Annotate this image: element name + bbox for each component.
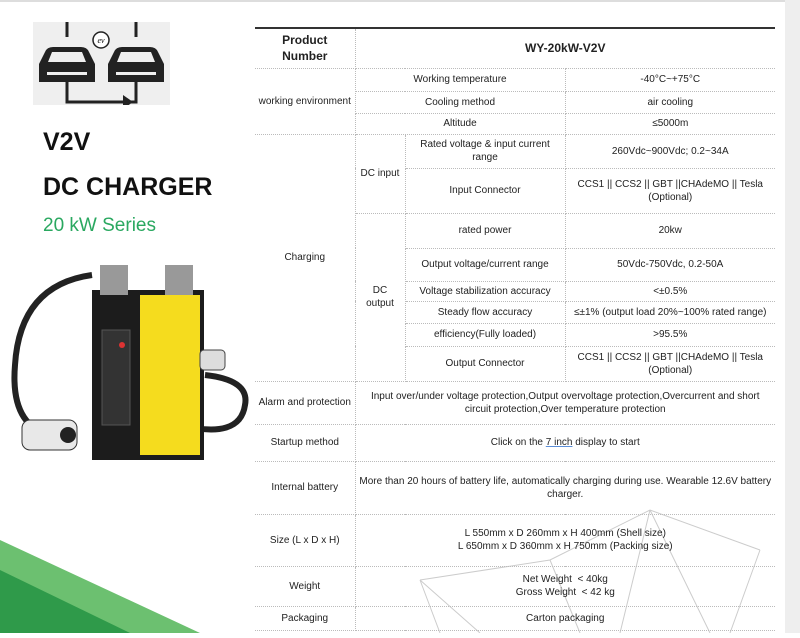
- series-label: 20 kW Series: [43, 215, 156, 236]
- param-value: 50Vdc-750Vdc, 0.2-50A: [564, 247, 775, 282]
- table-row: Charging DC input Rated voltage & input …: [255, 133, 775, 382]
- param-label: Altitude: [355, 112, 566, 135]
- param-value: ≤5000m: [564, 112, 775, 135]
- svg-text:ev: ev: [97, 36, 105, 45]
- gross-weight: Gross Weight < 42 kg: [515, 587, 615, 598]
- net-weight: Net Weight < 40kg: [522, 574, 608, 585]
- param-value: >95.5%: [564, 322, 775, 347]
- table-row: Input Connector CCS1 || CCS2 || GBT ||CH…: [255, 167, 775, 214]
- charger-product-image: [0, 255, 260, 475]
- title-dc-charger: DC CHARGER: [43, 173, 213, 201]
- packaging-value: Carton packaging: [354, 605, 775, 631]
- size-label: Size (L x D x H): [255, 513, 356, 567]
- packing-size: L 650mm x D 360mm x H 750mm (Packing siz…: [457, 541, 673, 552]
- spec-table: Product Number WY-20kW-V2V working envir…: [255, 27, 775, 631]
- table-row: Output Connector CCS1 || CCS2 || GBT ||C…: [255, 345, 775, 382]
- packaging-label: Packaging: [255, 605, 356, 631]
- working-environment-label: working environment: [255, 67, 356, 135]
- title-v2v: V2V: [43, 128, 91, 156]
- seven-inch-link[interactable]: 7 inch: [545, 437, 573, 448]
- table-row: Size (L x D x H) L 550mm x D 260mm x H 4…: [255, 513, 775, 567]
- dc-input-label: DC input: [354, 133, 406, 214]
- top-divider: [0, 0, 800, 2]
- battery-label: Internal battery: [255, 460, 356, 515]
- table-row: Weight Net Weight < 40kg Gross Weight < 4…: [255, 565, 775, 607]
- param-label: Output Connector: [405, 345, 566, 382]
- table-row: Product Number WY-20kW-V2V: [255, 27, 775, 69]
- weight-value: Net Weight < 40kg Gross Weight < 42 kg: [354, 565, 775, 607]
- param-label: Steady flow accuracy: [405, 300, 566, 324]
- param-label: Working temperature: [354, 67, 566, 92]
- table-row: Startup method Click on the 7 inch displ…: [255, 423, 775, 462]
- alarm-value: Input over/under voltage protection,Outp…: [354, 380, 775, 425]
- param-label: Output voltage/current range: [405, 247, 566, 282]
- param-value: 260Vdc~900Vdc; 0.2~34A: [564, 133, 775, 169]
- startup-text-post: display to start: [572, 437, 640, 448]
- product-number-label: Product Number: [255, 27, 356, 69]
- battery-value: More than 20 hours of battery life, auto…: [354, 460, 775, 515]
- param-label: efficiency(Fully loaded): [405, 322, 566, 347]
- param-label: Voltage stabilization accuracy: [405, 280, 566, 302]
- param-label: Rated voltage & input current range: [404, 133, 566, 169]
- v2v-logo: ev: [33, 22, 170, 109]
- param-label: rated power: [404, 212, 566, 249]
- param-label: Cooling method: [355, 90, 566, 114]
- table-row: Steady flow accuracy ≤±1% (output load 2…: [255, 300, 775, 324]
- param-value: CCS1 || CCS2 || GBT ||CHAdeMO || Tesla (…: [564, 345, 775, 382]
- weight-label: Weight: [255, 565, 356, 607]
- param-value: 20kw: [564, 212, 775, 249]
- startup-text-pre: Click on the: [490, 437, 546, 448]
- param-value: air cooling: [564, 90, 775, 114]
- right-margin-strip: [785, 0, 800, 633]
- size-value: L 550mm x D 260mm x H 400mm (Shell size)…: [354, 513, 775, 567]
- product-number-value: WY-20kW-V2V: [354, 27, 775, 69]
- shell-size: L 550mm x D 260mm x H 400mm (Shell size): [464, 528, 666, 539]
- table-row: Output voltage/current range 50Vdc-750Vd…: [255, 247, 775, 282]
- startup-value: Click on the 7 inch display to start: [354, 423, 775, 462]
- table-row: working environment Working temperature …: [255, 67, 775, 135]
- param-value: CCS1 || CCS2 || GBT ||CHAdeMO || Tesla (…: [564, 167, 775, 214]
- decorative-green-shape: [0, 530, 200, 633]
- table-row: Internal battery More than 20 hours of b…: [255, 460, 775, 515]
- param-label: Input Connector: [405, 167, 566, 214]
- table-row: Packaging Carton packaging: [255, 605, 775, 631]
- table-row: DC output rated power 20kw: [255, 212, 775, 382]
- table-row: Voltage stabilization accuracy <±0.5%: [255, 280, 775, 302]
- param-value: <±0.5%: [564, 280, 775, 302]
- param-value: ≤±1% (output load 20%~100% rated range): [564, 300, 775, 324]
- dc-output-label: DC output: [355, 212, 406, 382]
- alarm-label: Alarm and protection: [255, 380, 356, 425]
- charging-label: Charging: [255, 133, 356, 382]
- param-value: -40°C~+75°C: [564, 67, 775, 92]
- startup-label: Startup method: [255, 423, 356, 462]
- table-row: Alarm and protection Input over/under vo…: [255, 380, 775, 425]
